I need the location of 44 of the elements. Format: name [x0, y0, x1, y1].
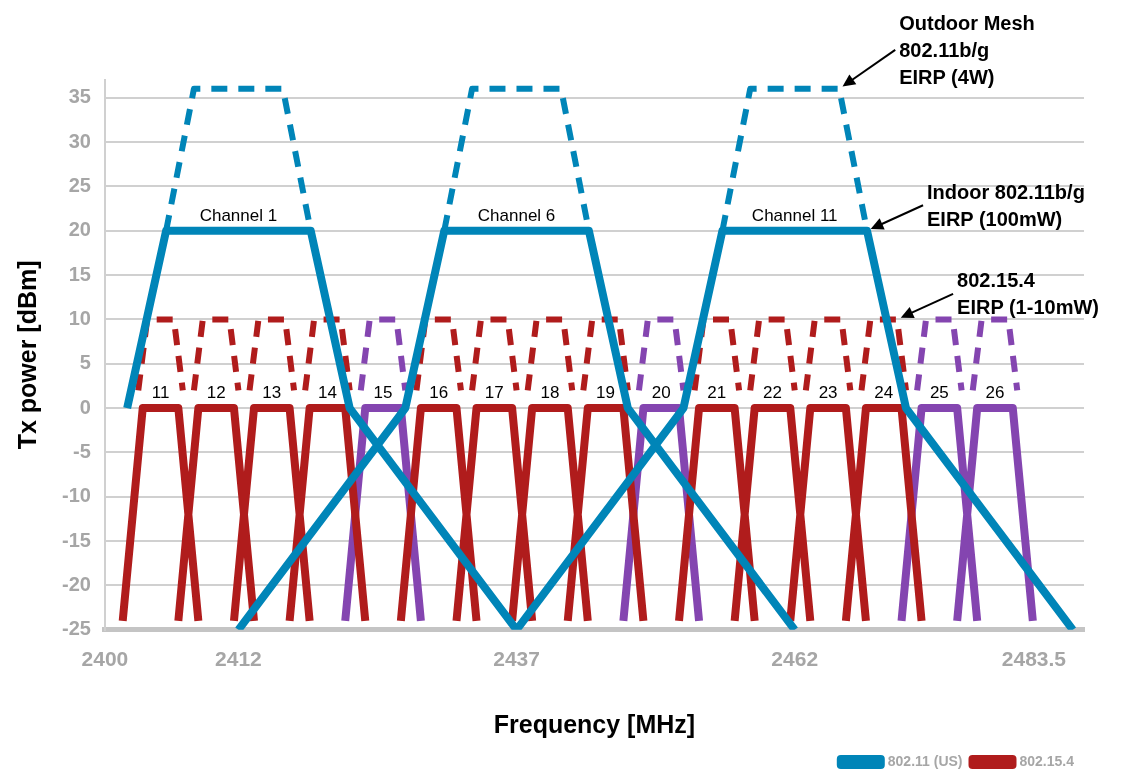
y-tick-label: 10: [68, 306, 91, 329]
annotation: 16: [428, 383, 450, 403]
y-tick-label: -25: [62, 617, 91, 640]
annotation: Channel 6: [476, 205, 557, 225]
annotation: Outdoor Mesh 802.11b/g EIRP (4W): [899, 10, 1035, 90]
x-tick-label: 2400: [81, 647, 129, 671]
legend-label: 802.15.4: [1019, 752, 1075, 769]
annotation: 21: [706, 383, 728, 403]
legend-label: 802.11 (US): [887, 752, 963, 769]
y-tick-label: 5: [79, 351, 91, 374]
annotation: 26: [984, 383, 1006, 403]
y-tick-label: -5: [73, 439, 91, 462]
annotation: 17: [483, 383, 505, 403]
annotation: 18: [539, 383, 561, 403]
annotation: 12: [205, 383, 227, 403]
x-axis-title: Frequency [MHz]: [493, 709, 696, 738]
annotation: Indoor 802.11b/g EIRP (100mW): [927, 179, 1085, 232]
annotation: 19: [595, 383, 617, 403]
annotation: Channel 11: [750, 205, 839, 225]
annotation: 24: [873, 383, 895, 403]
x-tick-label: 2462: [771, 647, 819, 671]
annotation: Channel 1: [198, 205, 279, 225]
y-tick-label: 0: [79, 395, 91, 418]
annotation: 20: [650, 383, 672, 403]
y-tick-label: 15: [68, 262, 91, 285]
y-tick-label: -20: [62, 572, 91, 595]
annotation: 25: [928, 383, 950, 403]
annotation: 802.15.4 EIRP (1-10mW): [957, 268, 1099, 321]
y-tick-label: 30: [68, 129, 91, 152]
y-tick-label: -10: [62, 484, 91, 507]
y-tick-label: 25: [68, 173, 91, 196]
annotation: 11: [150, 383, 171, 403]
y-tick-label: 20: [68, 218, 91, 241]
y-axis-title: Tx power [dBm]: [12, 260, 41, 450]
y-tick-label: -15: [62, 528, 91, 551]
x-tick-label: 2412: [215, 647, 262, 671]
y-tick-label: 35: [68, 85, 91, 108]
annotation: 13: [261, 383, 283, 403]
annotation: 15: [372, 383, 394, 403]
annotation: 14: [316, 383, 338, 403]
annotation: 23: [817, 383, 839, 403]
x-tick-label: 2437: [493, 647, 540, 671]
x-tick-label: 2483.5: [1001, 647, 1067, 671]
annotation: 22: [762, 383, 783, 403]
